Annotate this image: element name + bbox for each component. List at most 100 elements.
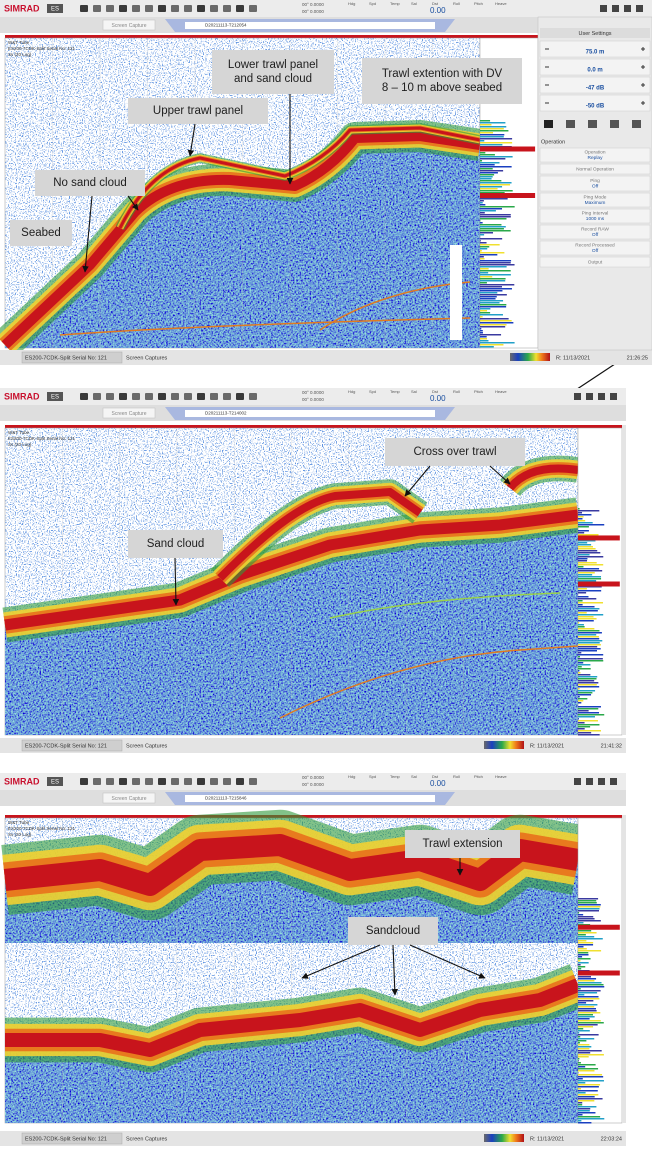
status-date: R: 11/13/2021 (556, 355, 590, 361)
return-bar (578, 900, 596, 902)
tool-icon (249, 778, 257, 785)
color-scale (484, 1134, 524, 1142)
return-bar (578, 706, 601, 708)
return-bar (578, 948, 587, 950)
readout-label: Sal (411, 774, 417, 779)
sidebar-tab[interactable] (632, 120, 641, 128)
return-bar (578, 606, 595, 608)
tab-name[interactable]: Screen Captures (126, 1136, 168, 1142)
tool-icon (119, 5, 127, 12)
device-name[interactable]: ES200-7CDK-Split Serial No: 121 (25, 1136, 107, 1142)
return-bar (480, 340, 488, 342)
window-icon (598, 393, 605, 400)
device-name[interactable]: ES200-7CDK-Split Serial No: 121 (25, 355, 107, 361)
setting-value[interactable]: 0.0 m (587, 68, 602, 74)
return-bar (578, 1120, 581, 1122)
button-label[interactable]: Off (592, 232, 599, 238)
return-bar (480, 176, 493, 178)
capture-label[interactable]: Screen Capture (111, 796, 146, 802)
button-label[interactable]: Output (588, 259, 603, 265)
tool-icon (106, 778, 114, 785)
return-bar (578, 1076, 603, 1078)
button-label[interactable]: Ping Interval (582, 211, 609, 217)
return-bar (480, 140, 484, 142)
sidebar-tab[interactable] (544, 120, 553, 128)
button-label[interactable]: Operation (584, 150, 605, 156)
return-bar (578, 510, 599, 512)
return-bar (480, 328, 481, 330)
sidebar-tab[interactable] (588, 120, 597, 128)
return-bar (578, 1052, 590, 1054)
setting-value[interactable]: -50 dB (586, 104, 605, 110)
return-bar (578, 656, 580, 658)
button-label[interactable]: 1000 ms (586, 216, 605, 222)
tool-icon (184, 778, 192, 785)
mode: ES (51, 780, 59, 786)
return-bar (578, 620, 594, 622)
tool-icon (132, 778, 140, 785)
return-bar (578, 720, 598, 722)
button-label[interactable]: Ping Mode (584, 195, 607, 201)
readout-label: Pitch (474, 389, 483, 394)
button-label[interactable]: Replay (588, 155, 604, 161)
button-label[interactable]: Normal Operation (576, 166, 614, 172)
return-bar (578, 1110, 590, 1112)
return-bar (578, 526, 589, 528)
device-name[interactable]: ES200-7CDK-Split Serial No: 121 (25, 743, 107, 749)
return-bar (480, 180, 501, 182)
tool-icon (184, 5, 192, 12)
readout-label: Temp (390, 389, 401, 394)
capture-label[interactable]: Screen Capture (111, 411, 146, 417)
return-bar (480, 210, 496, 212)
return-bar (578, 676, 597, 678)
return-bar (578, 1012, 600, 1014)
sidebar-tab[interactable] (566, 120, 575, 128)
return-bar (578, 1020, 601, 1022)
return-bar (480, 190, 513, 192)
tool-icon (119, 393, 127, 400)
return-bar (578, 616, 594, 618)
setting-value[interactable]: -47 dB (586, 86, 605, 92)
capture-label[interactable]: Screen Capture (111, 23, 146, 29)
return-bar (578, 1094, 598, 1096)
return-bar (480, 184, 510, 186)
button-label[interactable]: Ping (590, 178, 600, 184)
sidebar-tab[interactable] (610, 120, 619, 128)
return-bar (480, 158, 505, 160)
position: 00° 0.0000 (302, 9, 324, 14)
tab-name[interactable]: Screen Captures (126, 355, 168, 361)
button-label[interactable]: Maximum (585, 200, 606, 206)
return-bar (480, 248, 487, 250)
button-label[interactable]: Record RAW (581, 227, 609, 233)
return-bar (578, 1046, 591, 1048)
return-bar (578, 944, 593, 946)
return-bar (480, 310, 487, 312)
replay-file: D20211113-T212054 (205, 23, 247, 28)
return-bar (480, 212, 485, 214)
return-bar (578, 964, 581, 966)
return-bar (578, 626, 585, 628)
return-bar (578, 930, 591, 932)
window-icon (624, 5, 631, 12)
return-bar (578, 696, 580, 698)
readout-label: Heave (495, 389, 507, 394)
button-label[interactable]: Off (592, 248, 599, 254)
return-bar (578, 960, 580, 962)
setting-value[interactable]: 75.0 m (586, 50, 605, 56)
return-bar (578, 906, 600, 908)
return-bar (578, 548, 596, 550)
echogram-header: Sv (20 Log) (8, 442, 32, 447)
tab-name[interactable]: Screen Captures (126, 743, 168, 749)
echogram-header: W&T Tube (8, 40, 30, 45)
return-bar (480, 202, 483, 204)
return-bar (578, 640, 602, 642)
button-label[interactable]: Off (592, 184, 599, 190)
position: 00° 0.0000 (302, 2, 324, 7)
return-bar (480, 226, 506, 228)
annotation-text: and sand cloud (234, 73, 312, 85)
readout-label: Spd (369, 1, 376, 6)
button-label[interactable]: Record Processed (575, 243, 615, 249)
return-bar (578, 566, 583, 568)
return-bar (480, 260, 511, 262)
return-bar (578, 522, 593, 524)
